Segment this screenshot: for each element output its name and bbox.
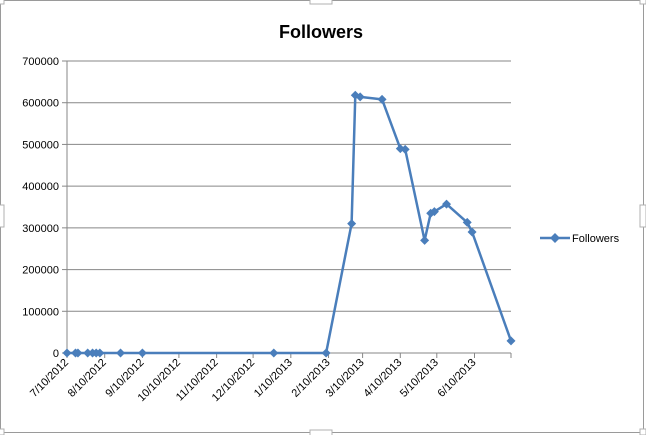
data-point: [269, 348, 279, 358]
data-point: [321, 348, 331, 358]
resize-handle-bottom-left[interactable]: [0, 428, 5, 435]
data-point: [347, 219, 357, 229]
data-point: [400, 144, 410, 154]
x-tick-label: 7/10/2012: [28, 357, 71, 400]
data-point: [73, 348, 83, 358]
y-tick-label: 200000: [22, 265, 59, 277]
resize-handle-left[interactable]: [0, 204, 5, 228]
x-tick-label: 5/10/2013: [398, 357, 441, 400]
legend-marker: [550, 233, 560, 243]
data-point: [95, 348, 105, 358]
data-point: [506, 336, 516, 346]
y-tick-label: 500000: [22, 139, 59, 151]
resize-handle-top-left[interactable]: [0, 0, 5, 5]
y-tick-label: 400000: [22, 181, 59, 193]
resize-handle-top[interactable]: [309, 0, 333, 5]
y-tick-label: 600000: [22, 98, 59, 110]
data-point: [137, 348, 147, 358]
data-point: [83, 348, 93, 358]
series-followers: [62, 90, 516, 358]
x-tick-label: 4/10/2013: [361, 357, 404, 400]
x-tick-label: 1/10/2013: [252, 357, 295, 400]
y-tick-label: 700000: [22, 56, 59, 68]
data-point: [467, 227, 477, 237]
data-point: [429, 207, 439, 217]
data-point: [462, 217, 472, 227]
gridlines: [67, 60, 511, 312]
resize-handle-bottom-right[interactable]: [639, 428, 646, 435]
x-tick-label: 8/10/2012: [66, 357, 109, 400]
chart-title: Followers: [279, 22, 363, 42]
data-point: [377, 94, 387, 104]
data-point: [442, 199, 452, 209]
x-tick-label: 6/10/2013: [436, 357, 479, 400]
data-point: [116, 348, 126, 358]
y-tick-label: 100000: [22, 306, 59, 318]
y-tick-label: 300000: [22, 223, 59, 235]
resize-handle-right[interactable]: [639, 204, 646, 228]
data-point: [62, 348, 72, 358]
resize-handle-top-right[interactable]: [639, 0, 646, 5]
series-line: [67, 93, 513, 355]
data-point: [420, 235, 430, 245]
legend: Followers: [540, 233, 620, 245]
resize-handle-bottom[interactable]: [309, 429, 333, 435]
y-tick-label: 0: [53, 348, 59, 360]
legend-label: Followers: [572, 233, 620, 245]
data-point: [355, 92, 365, 102]
